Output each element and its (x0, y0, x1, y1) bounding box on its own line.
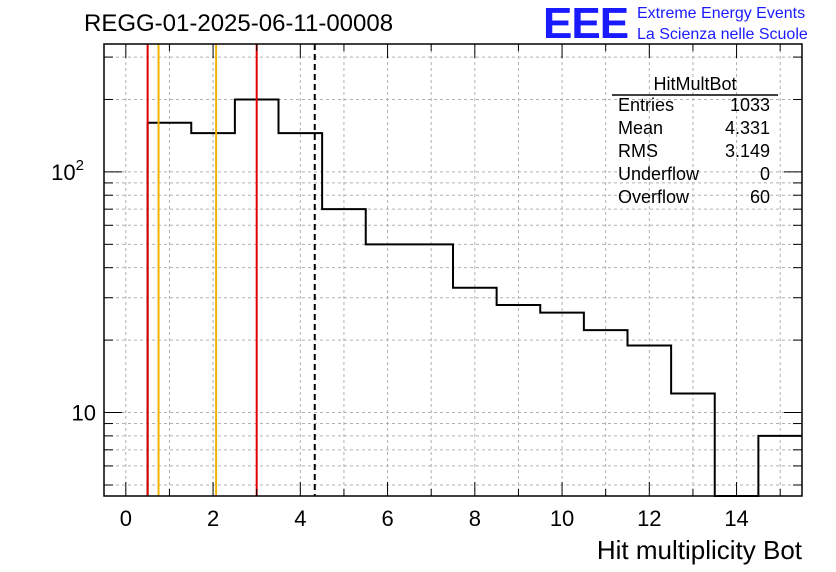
logo-line-1: Extreme Energy Events (637, 5, 806, 22)
y-tick-label: 10 (72, 401, 96, 426)
x-tick-label: 8 (469, 506, 481, 531)
chart-title: REGG-01-2025-06-11-00008 (84, 10, 394, 37)
y-tick-label: 102 (51, 157, 84, 185)
stats-value: 4.331 (725, 118, 770, 138)
stats-value: 60 (750, 187, 770, 207)
x-tick-label: 4 (294, 506, 306, 531)
stats-value: 1033 (730, 95, 770, 115)
x-tick-label: 6 (381, 506, 393, 531)
stats-label: Underflow (618, 164, 700, 184)
stats-label: RMS (618, 141, 658, 161)
x-tick-label: 10 (550, 506, 574, 531)
x-tick-label: 2 (207, 506, 219, 531)
stats-label: Entries (618, 95, 674, 115)
x-tick-label: 0 (120, 506, 132, 531)
x-tick-label: 14 (724, 506, 748, 531)
x-axis-label: Hit multiplicity Bot (597, 535, 803, 565)
stats-label: Mean (618, 118, 663, 138)
stats-value: 3.149 (725, 141, 770, 161)
logo-line-2: La Scienza nelle Scuole (637, 26, 808, 43)
stats-value: 0 (760, 164, 770, 184)
x-tick-label: 12 (637, 506, 661, 531)
stats-label: Overflow (618, 187, 690, 207)
plot-frame (103, 43, 803, 497)
eee-logo: EEE (543, 0, 629, 48)
histogram-line (146, 98, 802, 497)
stats-title: HitMultBot (653, 74, 736, 94)
